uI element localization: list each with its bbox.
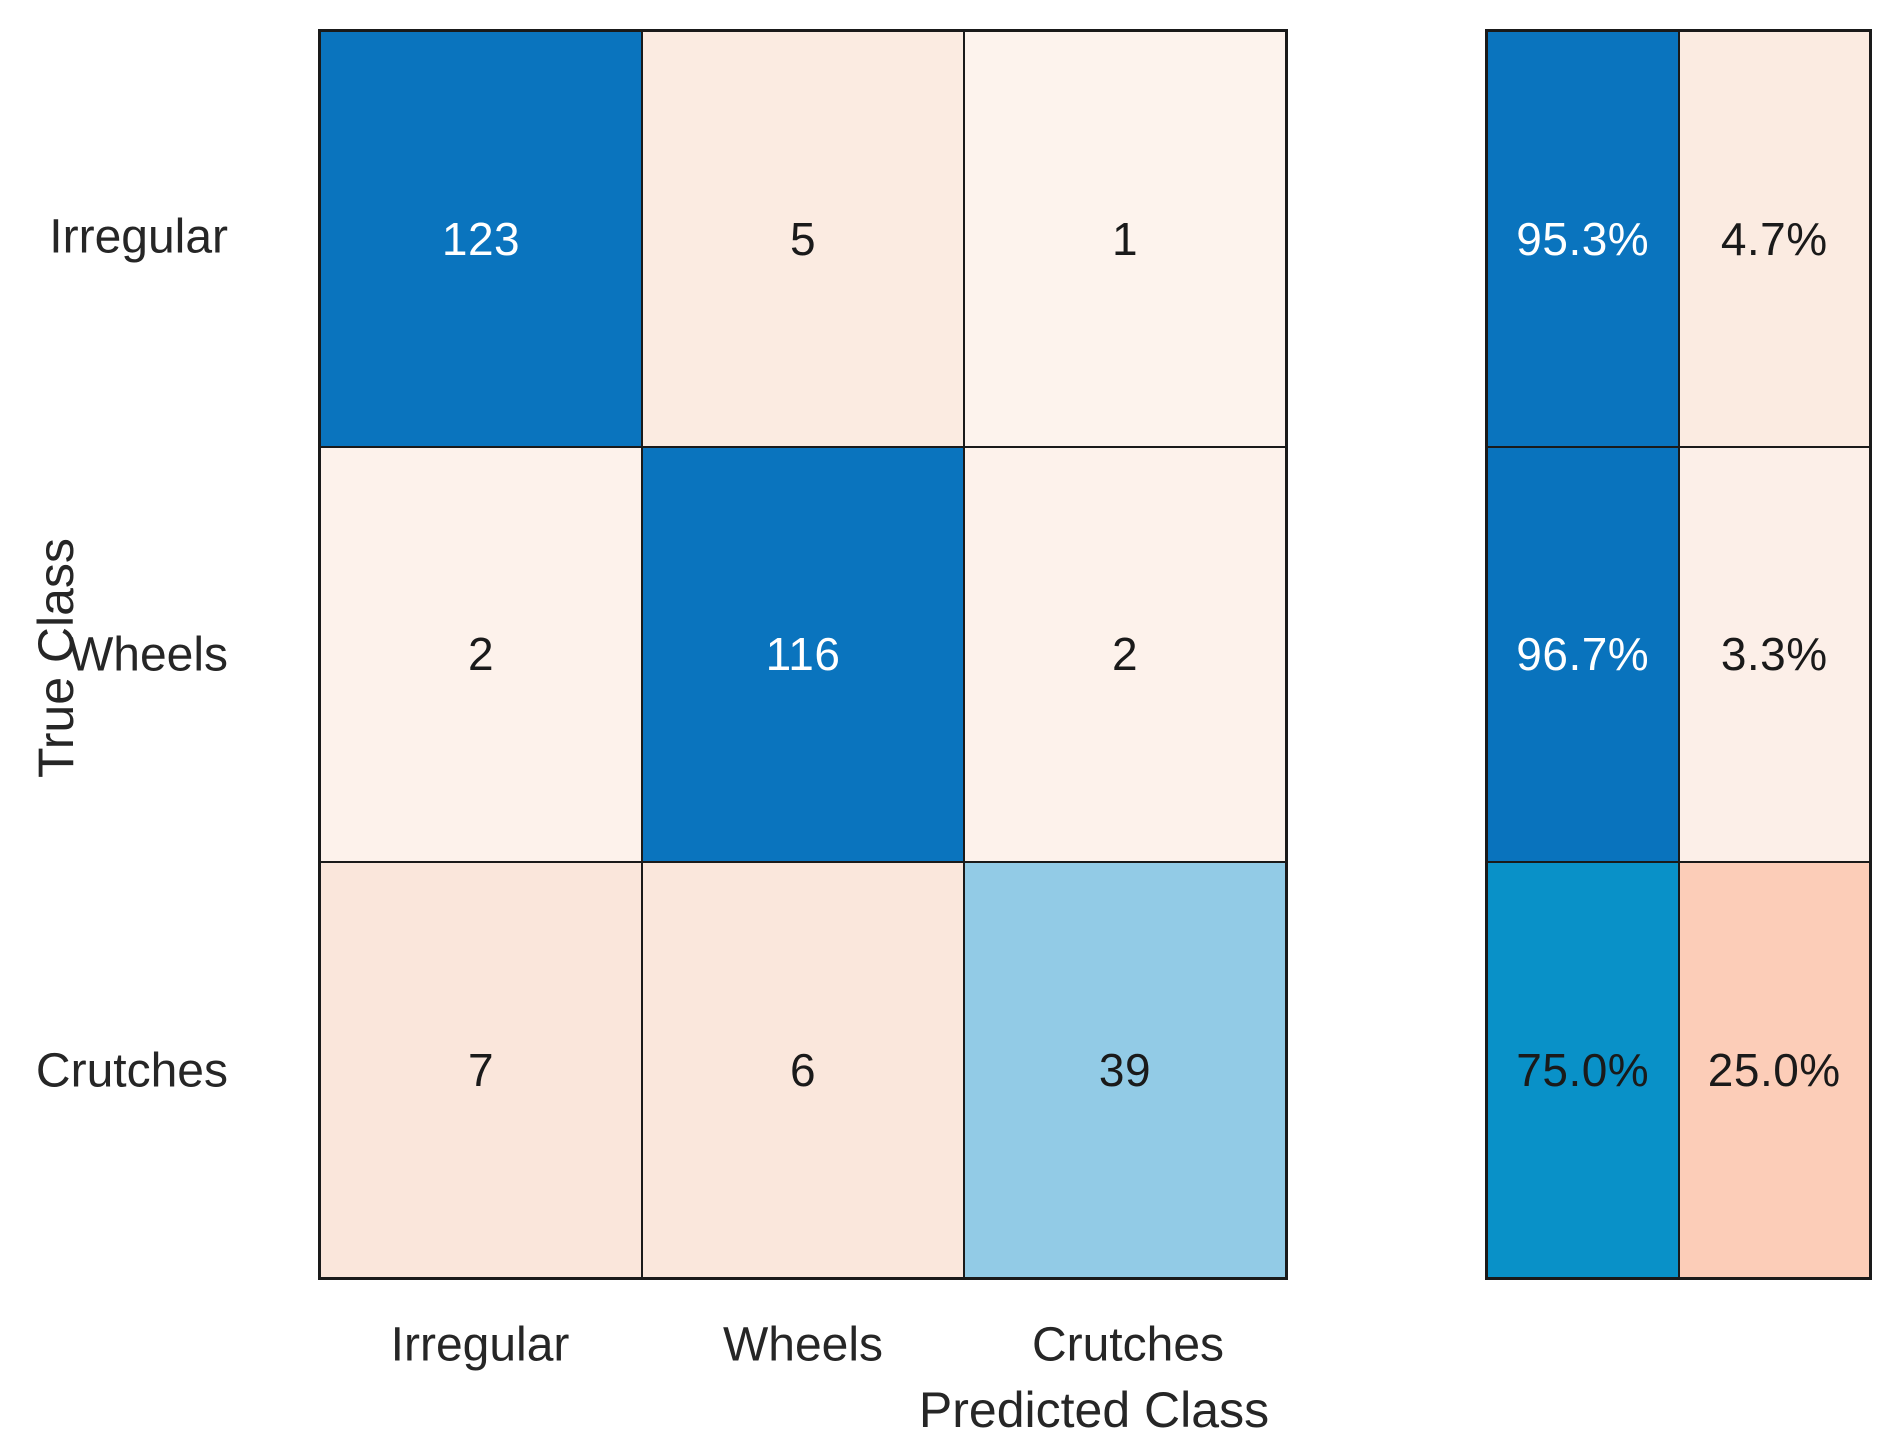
row-label-crutches: Crutches — [35, 1044, 228, 1098]
row-label-irregular: Irregular — [49, 210, 228, 264]
summary-cell-wheels-incorrect: 3.3% — [1679, 447, 1869, 862]
matrix-cell-crutches-wheels: 6 — [643, 863, 963, 1277]
matrix-cell-irregular-wheels: 5 — [643, 32, 963, 446]
summary-cell-wheels-correct: 96.7% — [1488, 447, 1678, 862]
summary-cell-irregular-correct: 95.3% — [1488, 32, 1678, 446]
row-summary-grid: 95.3% 4.7% 96.7% 3.3% 75.0% 25.0% — [1485, 29, 1872, 1280]
x-axis-label: Predicted Class — [918, 1382, 1270, 1438]
matrix-cell-wheels-irregular: 2 — [321, 447, 641, 862]
col-label-crutches: Crutches — [1031, 1318, 1225, 1372]
row-label-wheels: Wheels — [67, 628, 228, 682]
matrix-cell-wheels-wheels: 116 — [643, 447, 963, 862]
col-label-wheels: Wheels — [722, 1318, 884, 1372]
summary-cell-irregular-incorrect: 4.7% — [1679, 32, 1869, 446]
matrix-cell-crutches-crutches: 39 — [965, 863, 1285, 1277]
summary-cell-crutches-correct: 75.0% — [1488, 863, 1678, 1277]
matrix-cell-irregular-crutches: 1 — [965, 32, 1285, 446]
summary-cell-crutches-incorrect: 25.0% — [1679, 863, 1869, 1277]
matrix-cell-crutches-irregular: 7 — [321, 863, 641, 1277]
matrix-cell-wheels-crutches: 2 — [965, 447, 1285, 862]
confusion-matrix-grid: 123 5 1 2 116 2 7 6 39 — [318, 29, 1288, 1280]
matrix-cell-irregular-irregular: 123 — [321, 32, 641, 446]
col-label-irregular: Irregular — [390, 1318, 570, 1372]
